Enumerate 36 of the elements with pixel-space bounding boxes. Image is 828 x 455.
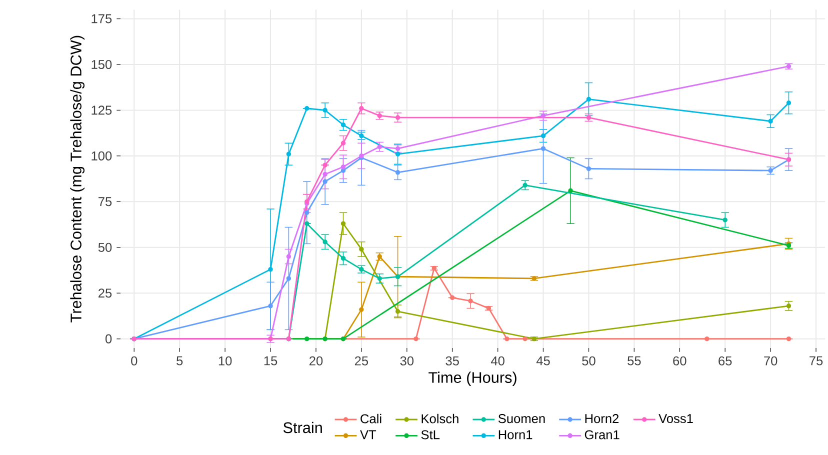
legend-label: Suomen	[498, 414, 545, 424]
x-tick-label: 30	[400, 356, 414, 366]
y-axis-title: Trehalose Content (mg Trehalose/g DCW)	[70, 36, 85, 322]
y-tick-label: 25	[98, 288, 112, 298]
y-tick-label: 75	[98, 197, 112, 206]
x-tick-label: 20	[309, 356, 323, 366]
x-tick-label: 65	[718, 356, 732, 366]
x-tick-label: 10	[218, 356, 232, 366]
y-tick-label: 175	[92, 14, 112, 24]
x-tick-label: 25	[354, 356, 368, 366]
y-tick-label: 100	[92, 152, 112, 161]
legend-label: Horn2	[585, 414, 619, 424]
x-tick-label: 70	[764, 356, 778, 366]
y-tick-label: 150	[92, 60, 112, 70]
legend-label: Cali	[360, 414, 382, 424]
legend-label: StL	[421, 430, 440, 440]
legend-label: Kolsch	[422, 414, 458, 424]
x-tick-label: 50	[582, 356, 596, 366]
legend-label: Gran1	[584, 430, 620, 440]
legend-label: Horn1	[498, 430, 532, 440]
x-tick-label: 75	[810, 356, 823, 366]
y-tick-label: 125	[92, 106, 112, 115]
y-tick-label: 50	[98, 243, 112, 252]
x-tick-label: 40	[490, 356, 504, 366]
x-axis-title: Time (Hours)	[428, 372, 516, 386]
x-tick-label: 15	[264, 356, 278, 366]
x-tick-label: 35	[446, 356, 459, 366]
x-tick-label: 5	[176, 356, 183, 366]
x-tick-label: 60	[673, 356, 686, 366]
y-tick-label: 0	[106, 334, 112, 344]
x-tick-label: 0	[131, 356, 138, 366]
legend-title: Strain	[283, 422, 322, 434]
legend-label: VT	[360, 430, 376, 440]
x-tick-label: 45	[536, 356, 550, 366]
x-tick-label: 55	[628, 356, 641, 366]
legend-label: Voss1	[658, 414, 693, 424]
